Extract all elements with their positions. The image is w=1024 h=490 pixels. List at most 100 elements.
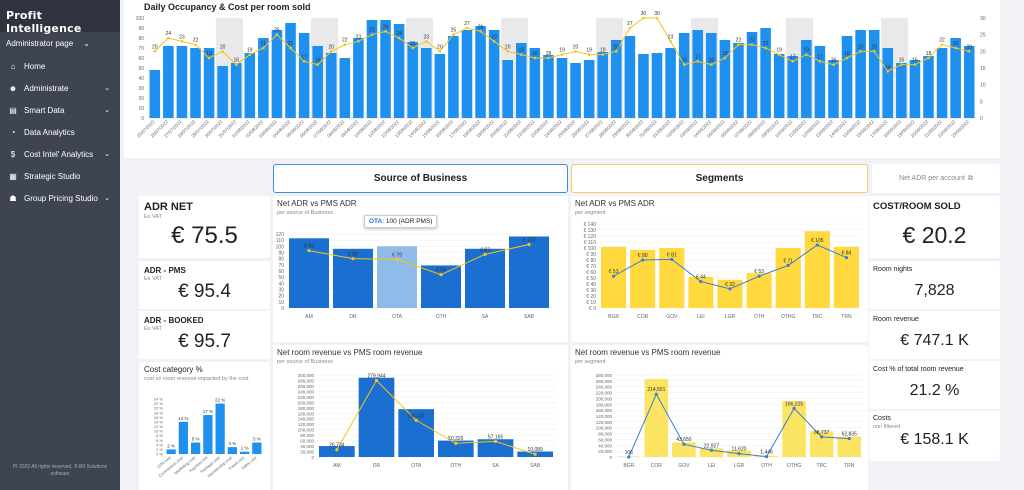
cost-point — [519, 53, 523, 56]
data-label: 14 — [885, 64, 891, 70]
cost-point — [506, 50, 510, 53]
cost-point — [248, 53, 252, 56]
x-tick-label: LGR — [725, 314, 736, 320]
line-point — [454, 441, 458, 445]
occupancy-bar — [651, 53, 663, 118]
cost-point — [397, 36, 401, 40]
data-label: 50,320 — [448, 436, 464, 442]
y-tick-label: 100 — [276, 244, 285, 250]
cost-point — [560, 53, 564, 56]
occupancy-bar — [746, 32, 758, 118]
sidebar-item-label: Smart Data — [24, 105, 65, 115]
group-icon: ☗ — [9, 193, 17, 203]
data-label: 20 — [573, 44, 579, 50]
tab-source-of-business[interactable]: Source of Business — [273, 164, 568, 193]
data-label: 57,165 — [488, 434, 504, 440]
series-line — [336, 379, 536, 455]
admin-page-selector[interactable]: Administrator page ⌄ — [0, 32, 96, 55]
y2-tick-label: 5 — [980, 99, 983, 105]
net-adr-account-link[interactable]: Net ADR per account ⧉ — [872, 164, 1000, 193]
users-icon: ☻ — [8, 83, 18, 93]
cost-point — [221, 50, 224, 53]
y-tick-label: 20,000 — [300, 450, 314, 455]
y-tick-label: € 130 — [583, 228, 596, 234]
data-label: 20 — [328, 44, 334, 50]
daily-chart-title: Daily Occupancy & Cost per room sold — [144, 2, 311, 12]
data-label: 26 — [478, 24, 484, 30]
line-point — [483, 252, 487, 256]
cost-point — [832, 63, 835, 66]
occupancy-bar — [665, 48, 676, 118]
y-tick-label: 20 % — [154, 406, 164, 411]
data-label: 20 — [858, 44, 864, 50]
sob-adr-panel: Net ADR vs PMS ADR per source of Busines… — [273, 196, 568, 342]
sidebar-item-cost-intel-analytics[interactable]: $ Cost Intel' Analytics ⌄ — [0, 143, 120, 165]
data-label: 1 % — [241, 446, 249, 451]
y-tick-label: 14 % — [154, 419, 164, 424]
data-label: 16 — [912, 58, 918, 64]
data-label: 214,501 — [647, 387, 665, 393]
y-tick-label: 50 — [278, 275, 284, 281]
occupancy-bar — [706, 33, 717, 118]
cost-point — [655, 16, 659, 20]
y-tick-label: 10 — [138, 106, 144, 112]
data-label: 16 — [831, 58, 837, 64]
room-nights-label: Room nights — [873, 266, 913, 273]
sidebar-item-data-analytics[interactable]: ◔ Data Analytics — [0, 121, 120, 143]
x-tick-label: COR — [637, 314, 649, 320]
y2-tick-label: 20 — [980, 49, 986, 55]
y-tick-label: € 0 — [589, 306, 596, 312]
occupancy-bar — [828, 60, 839, 118]
y-tick-label: 40,000 — [598, 443, 612, 448]
y-tick-label: 90 — [138, 26, 144, 32]
bar — [775, 248, 801, 308]
cost-point — [574, 50, 577, 53]
y-tick-label: € 110 — [584, 240, 596, 246]
data-label: 18 — [206, 51, 212, 57]
bar — [717, 279, 743, 308]
y-tick-label: € 20 — [586, 294, 596, 300]
cost-point — [710, 63, 713, 66]
sidebar-item-strategic-studio[interactable]: ▦ Strategic Studio — [0, 165, 120, 187]
sidebar-item-smart-data[interactable]: ▤ Smart Data ⌄ — [0, 99, 120, 121]
series-line — [308, 243, 530, 276]
data-label: 22 — [736, 38, 742, 44]
x-tick-label: OTH — [451, 463, 462, 469]
sob-revenue-panel: Net room revenue vs PMS room revenue per… — [273, 345, 568, 490]
data-label: 21 — [288, 41, 294, 47]
adr-booked-value: € 95.7 — [178, 331, 231, 352]
data-label: 27 — [464, 21, 470, 27]
y-tick-label: 120 — [276, 232, 285, 238]
adr-pms-label: ADR - PMS — [144, 266, 186, 275]
sidebar-item-administrate[interactable]: ☻ Administrate ⌄ — [0, 77, 120, 99]
tab-segments[interactable]: Segments — [571, 164, 868, 193]
x-tick-label: TRN — [841, 314, 852, 320]
cost-point — [452, 33, 455, 36]
seg-revenue-title: Net room revenue vs PMS room revenue — [575, 348, 721, 357]
bar — [746, 273, 772, 308]
occupancy-bar — [366, 20, 378, 118]
data-label: 17 — [695, 54, 701, 60]
y-tick-label: 20,000 — [598, 449, 612, 454]
y-tick-label: 0 — [141, 116, 144, 122]
chevron-down-icon: ⌄ — [104, 107, 110, 114]
data-label: 23 — [668, 34, 674, 40]
sidebar-item-group-pricing-studio[interactable]: ☗ Group Pricing Studio ⌄ — [0, 187, 120, 209]
occupancy-bar — [230, 63, 242, 118]
sidebar-item-home[interactable]: ⌂ Home — [0, 55, 120, 77]
line-point — [786, 263, 790, 267]
x-tick-label: LEI — [708, 463, 716, 469]
chart-tooltip: OTA: 100 (ADR PMS) — [364, 215, 438, 228]
occupancy-bar — [597, 52, 609, 118]
occupancy-bar — [719, 40, 731, 118]
y-tick-label: 8 % — [156, 433, 163, 438]
bar — [699, 448, 724, 457]
y-tick-label: 40 — [138, 76, 144, 82]
data-label: 16 — [681, 58, 687, 64]
cost-category-title: Cost category % — [144, 365, 203, 374]
data-label: 21 — [261, 41, 267, 47]
occupancy-bar — [923, 56, 934, 118]
occupancy-bar — [312, 46, 323, 118]
data-label: 43,650 — [676, 437, 692, 443]
data-label: 22,927 — [704, 443, 720, 449]
